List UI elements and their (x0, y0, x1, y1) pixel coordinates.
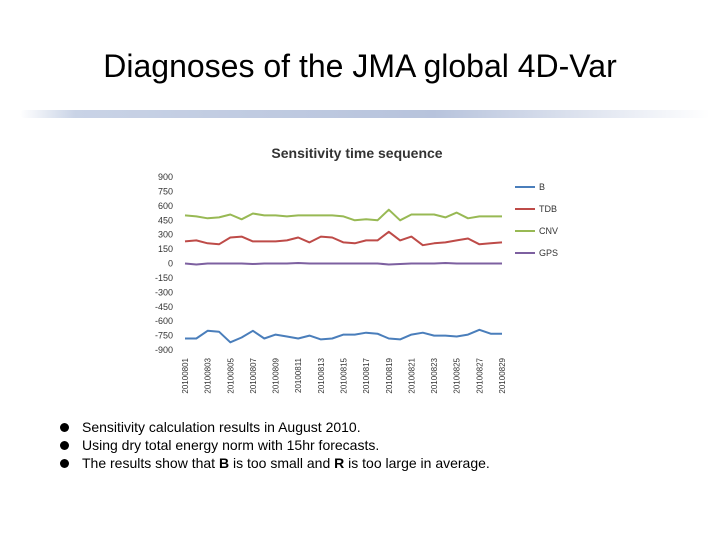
series-line-cnv (184, 208, 502, 222)
bullet-text-mid: is too small and (229, 455, 335, 471)
x-tick-label: 20100803 (204, 357, 213, 393)
y-tick-label: -750 (155, 331, 173, 341)
y-tick-label: 300 (158, 230, 173, 240)
chart-title: Sensitivity time sequence (271, 145, 442, 161)
x-tick-label: 20100817 (362, 357, 371, 393)
x-tick-label: 20100805 (226, 357, 235, 393)
sensitivity-chart: Sensitivity time sequence 900 750 600 450 30… (140, 140, 580, 400)
bullet-text: Sensitivity calculation results in Augus… (82, 419, 361, 435)
legend-label-b: B (539, 182, 545, 192)
chart-svg: Sensitivity time sequence 900 750 600 450 30… (155, 145, 558, 394)
bullet-dot-icon (60, 441, 69, 450)
y-tick-label: 600 (158, 201, 173, 211)
x-tick-label: 20100809 (272, 357, 281, 393)
bullet-bold-b: B (218, 455, 230, 471)
x-tick-label: 20100823 (430, 357, 439, 393)
x-tick-label: 20100811 (294, 357, 303, 393)
title-divider (20, 110, 710, 118)
legend-label-gps: GPS (539, 248, 558, 258)
y-tick-label: -150 (155, 273, 173, 283)
y-tick-label: -450 (155, 302, 173, 312)
bullet-bold-r: R (334, 455, 345, 471)
x-tick-label: 20100819 (385, 357, 394, 393)
x-tick-label: 20100801 (181, 357, 190, 393)
bullet-dot-icon (60, 423, 69, 432)
series-line-b (185, 328, 502, 344)
bullet-text-pre: The results show that (82, 455, 219, 471)
x-tick-label: 20100829 (498, 357, 507, 393)
y-tick-label: 900 (158, 172, 173, 182)
legend-label-tdb: TDB (539, 204, 557, 214)
y-tick-label: 750 (158, 186, 173, 196)
x-tick-label: 20100821 (407, 357, 416, 393)
x-tick-label: 20100825 (453, 357, 462, 393)
x-tick-label: 20100813 (317, 357, 326, 393)
series-line-tdb (184, 230, 503, 247)
y-tick-label: 0 (168, 259, 173, 269)
y-tick-label: -900 (155, 345, 173, 355)
x-tick-label: 20100807 (249, 357, 258, 393)
x-tick-label: 20100815 (340, 357, 349, 393)
y-tick-label: -300 (155, 287, 173, 297)
bullet-text: Using dry total energy norm with 15hr fo… (82, 437, 380, 453)
bullet-item: The results show that B is too small and… (60, 454, 490, 472)
bullet-dot-icon (60, 459, 69, 468)
y-tick-label: 450 (158, 215, 173, 225)
bullet-item: Sensitivity calculation results in Augus… (60, 418, 490, 436)
y-tick-label: -600 (155, 316, 173, 326)
bullet-item: Using dry total energy norm with 15hr fo… (60, 436, 490, 454)
y-tick-label: 150 (158, 244, 173, 254)
slide-title: Diagnoses of the JMA global 4D-Var (103, 48, 617, 84)
legend-label-cnv: CNV (539, 226, 558, 236)
bullet-list: Sensitivity calculation results in Augus… (60, 418, 490, 472)
x-tick-label: 20100827 (475, 357, 484, 393)
bullet-text-post: is too large in average. (344, 455, 490, 471)
series-line-gps (184, 262, 502, 266)
